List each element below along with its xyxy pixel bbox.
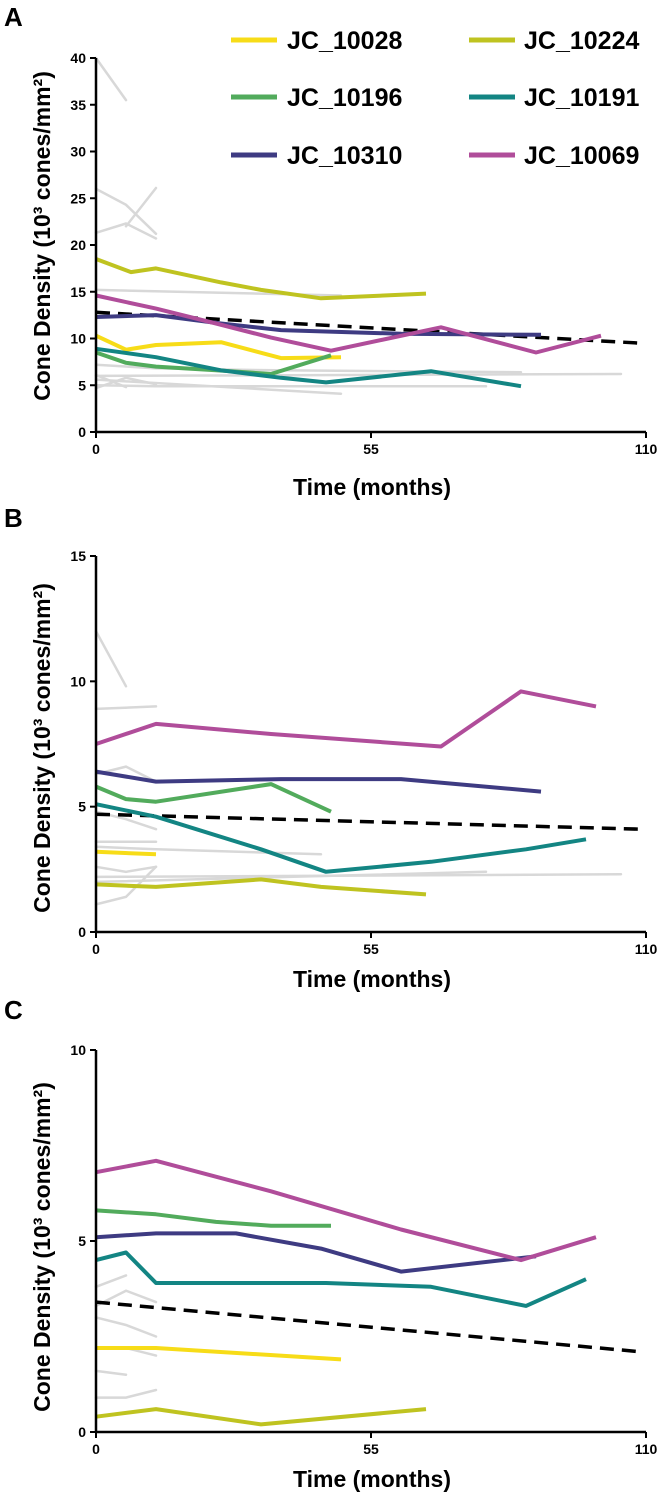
x-tick-label-c-110: 110 [635,1441,658,1457]
panel-letter-c: C [4,995,23,1025]
x-tick-label-b-0: 0 [92,941,100,957]
y-tick-label-a-15: 15 [70,284,86,300]
series-lines-a [95,257,602,389]
background-lines-c [94,1274,158,1399]
axes-a: 0 5 10 15 20 25 30 35 40 0 55 110 [70,50,657,457]
panel-a: A 0 5 10 15 20 25 30 35 40 0 55 110 Time (months) C… [4,2,658,500]
legend: JC_10028 JC_10224 JC_10196 JC_10191 JC_1… [231,27,639,170]
background-line-a-9 [94,376,158,390]
background-line-b-0 [94,629,128,688]
legend-label-jc-10310: JC_10310 [287,142,402,170]
y-tick-label-a-10: 10 [70,331,86,347]
axes-b: 0 5 10 15 0 55 110 [70,548,657,957]
y-tick-label-a-35: 35 [70,97,86,113]
series-line-b-jc-10310 [95,769,542,794]
series-line-a-jc-10224 [95,257,427,301]
y-tick-label-a-5: 5 [78,377,86,393]
background-line-b-5 [94,865,158,874]
series-line-c-jc-10224 [95,1407,427,1427]
y-tick-label-c-0: 0 [78,1424,86,1440]
series-line-a-jc-10310 [95,313,542,337]
x-axis-title-b: Time (months) [293,966,451,992]
background-line-c-0 [94,1274,128,1289]
y-tick-label-b-0: 0 [78,924,86,940]
y-tick-label-c-10: 10 [70,1042,86,1058]
series-line-c-jc-10028 [96,1346,342,1362]
series-line-a-jc-10191 [95,346,522,389]
panel-b: B 0 5 10 15 0 55 110 Time (months) Cone Densit… [4,503,658,992]
x-tick-label-c-0: 0 [92,1441,100,1457]
axes-c: 0 5 10 0 55 110 [70,1042,657,1457]
series-line-a-jc-10028 [95,333,342,361]
series-line-c-jc-10069 [95,1158,597,1263]
x-tick-label-b-55: 55 [363,941,379,957]
background-line-b-1 [94,705,158,711]
legend-item-jc-10191: JC_10191 [469,84,639,112]
y-tick-label-c-5: 5 [78,1233,86,1249]
y-axis-title-a: Cone Density (10³ cones/mm²) [29,71,55,401]
background-line-a-6 [94,372,623,378]
panel-letter-b: B [4,503,23,533]
legend-item-jc-10069: JC_10069 [469,142,639,170]
panel-c: C 0 5 10 0 55 110 Time (months) Cone Density … [4,995,658,1492]
x-tick-label-a-110: 110 [635,441,658,457]
legend-item-jc-10028: JC_10028 [231,27,402,55]
y-tick-label-b-5: 5 [78,799,86,815]
series-lines-c [95,1158,597,1427]
series-line-b-jc-10191 [95,802,587,874]
series-line-b-jc-10196 [95,782,332,814]
y-axis-title-b: Cone Density (10³ cones/mm²) [29,583,55,913]
x-axis-title-c: Time (months) [293,1466,451,1492]
x-tick-label-a-0: 0 [92,441,100,457]
x-tick-label-c-55: 55 [363,1441,379,1457]
background-line-a-3 [94,222,158,240]
background-line-c-5 [94,1388,158,1399]
background-lines-b [94,629,623,906]
y-tick-label-a-25: 25 [70,190,86,206]
y-tick-label-a-30: 30 [70,144,86,160]
trend-line-c [95,1300,642,1354]
trend-line-path-b [95,812,642,831]
trend-line-path-c [95,1300,642,1354]
series-line-a-jc-10069 [95,293,602,355]
background-line-a-10 [94,373,128,389]
series-line-c-jc-10191 [95,1250,587,1308]
background-line-a-1 [94,187,158,236]
series-line-b-jc-10224 [95,877,427,897]
background-line-b-9 [94,865,158,906]
trend-line-b [95,812,642,831]
panel-letter-a: A [4,2,23,32]
legend-item-jc-10224: JC_10224 [469,27,639,55]
background-line-c-2 [94,1316,158,1338]
background-line-a-2 [124,186,158,228]
y-tick-label-b-15: 15 [70,548,86,564]
series-lines-b [95,689,597,897]
legend-label-jc-10224: JC_10224 [524,27,639,55]
background-line-b-8 [94,870,488,884]
y-tick-label-a-40: 40 [70,50,86,66]
series-line-c-jc-10310 [95,1231,537,1274]
background-line-c-4 [94,1369,128,1376]
background-line-c-1 [94,1289,158,1308]
y-tick-label-b-10: 10 [70,673,86,689]
legend-label-jc-10196: JC_10196 [287,84,402,112]
legend-label-jc-10028: JC_10028 [287,27,402,55]
background-line-a-0 [94,56,128,102]
series-line-a-jc-10196 [95,350,332,376]
legend-item-jc-10310: JC_10310 [231,142,402,170]
series-line-b-jc-10069 [95,689,597,749]
series-line-b-jc-10028 [95,849,157,857]
y-tick-label-a-20: 20 [70,237,86,253]
x-tick-label-a-55: 55 [363,441,379,457]
legend-label-jc-10069: JC_10069 [524,142,639,170]
y-tick-label-a-0: 0 [78,424,86,440]
series-line-c-jc-10196 [95,1208,331,1228]
x-tick-label-b-110: 110 [635,941,658,957]
background-line-a-8 [94,384,488,388]
legend-item-jc-10196: JC_10196 [231,84,402,112]
legend-label-jc-10191: JC_10191 [524,84,639,112]
y-axis-title-c: Cone Density (10³ cones/mm²) [29,1082,55,1412]
x-axis-title-a: Time (months) [293,474,451,500]
